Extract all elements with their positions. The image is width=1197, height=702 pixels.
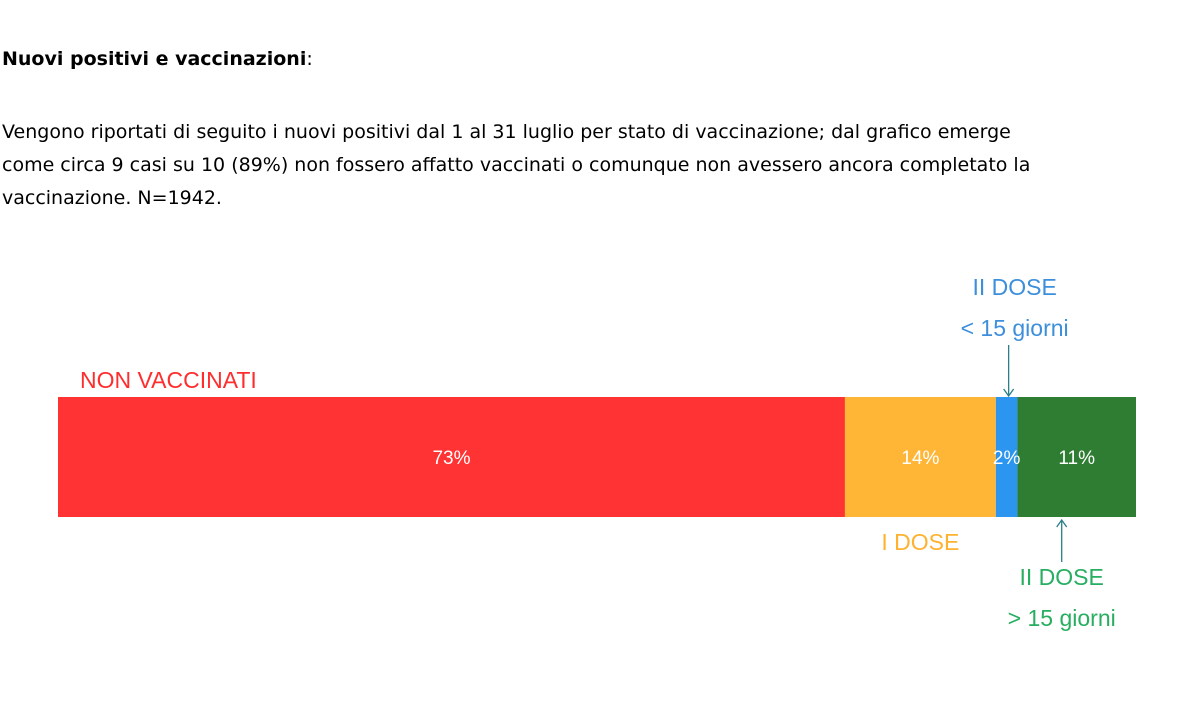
category-label-1-line-1: NON VACCINATI — [80, 367, 257, 393]
data-label-4: 11% — [1058, 448, 1095, 469]
data-label-1: 73% — [432, 448, 470, 469]
data-label-2: 14% — [901, 448, 939, 469]
section-heading-bold: Nuovi positivi e vaccinazioni — [2, 48, 307, 70]
category-label-2-line-1: I DOSE — [881, 529, 959, 555]
bar-segment-2 — [844, 397, 996, 517]
category-label-4-line-1: II DOSE — [1020, 564, 1104, 590]
category-label-3-line-2: < 15 giorni — [961, 315, 1069, 341]
section-heading-suffix: : — [306, 48, 313, 70]
paragraph-line-2: come circa 9 casi su 10 (89%) non fosser… — [2, 154, 1031, 176]
arrow-segment-4-head — [1056, 518, 1068, 528]
description-paragraph: Vengono riportati di seguito i nuovi pos… — [2, 116, 1192, 215]
arrow-segment-3-head — [1003, 388, 1015, 398]
paragraph-line-3: vaccinazione. N=1942. — [2, 187, 222, 209]
paragraph-line-1: Vengono riportati di seguito i nuovi pos… — [2, 121, 1011, 143]
category-label-4-line-2: > 15 giorni — [1008, 605, 1116, 631]
bar-segment-3 — [995, 397, 1018, 517]
bar-segment-4 — [1017, 397, 1136, 517]
bar-segment-1 — [58, 397, 845, 517]
category-label-3-line-1: II DOSE — [972, 274, 1056, 300]
data-label-3: 2% — [993, 448, 1021, 469]
section-heading: Nuovi positivi e vaccinazioni: — [2, 48, 313, 70]
